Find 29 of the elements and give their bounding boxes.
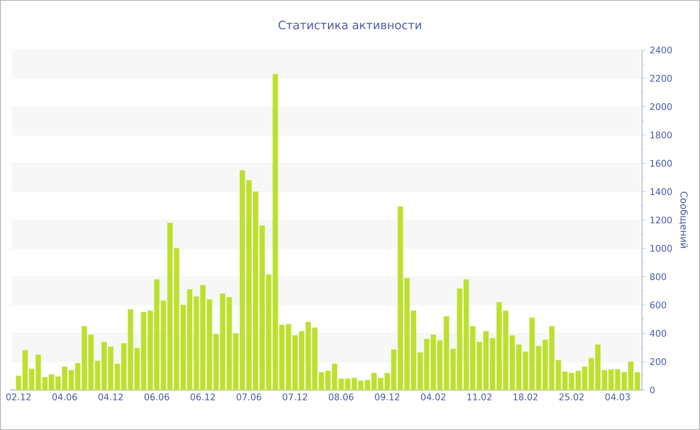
- y-tick-label: 1200: [650, 216, 672, 224]
- y-tick-label: 2000: [650, 103, 672, 110]
- y-tick-label: 2400: [650, 46, 672, 54]
- x-tick-label: 25.02: [559, 394, 584, 400]
- y-tick-label: 1000: [650, 244, 672, 252]
- y-tick-label: 0: [650, 386, 655, 394]
- y-axis-title: Сообщений: [679, 192, 688, 248]
- x-tick-label: 11.02: [468, 394, 492, 400]
- x-tick-label: 06.12: [190, 394, 215, 400]
- x-tick-label: 07.12: [282, 394, 308, 400]
- y-tick-label: 1600: [650, 160, 672, 167]
- x-tick-label: 04.12: [98, 394, 123, 400]
- y-tick-label: 2200: [650, 74, 672, 82]
- y-tick-label: 800: [650, 273, 666, 280]
- x-tick-label: 09.12: [374, 394, 400, 400]
- x-tick-label: 04.03: [605, 394, 630, 400]
- y-tick-label: 200: [650, 358, 666, 366]
- x-tick-label: 07.06: [236, 394, 262, 400]
- y-tick-label: 600: [650, 302, 666, 308]
- x-tick-label: 04.02: [421, 394, 446, 400]
- x-tick-label: 04.06: [52, 394, 77, 400]
- x-tick-label: 18.02: [514, 394, 538, 400]
- y-tick-label: 1400: [650, 188, 672, 196]
- x-tick-label: 08.06: [328, 394, 354, 400]
- x-tick-label: 06.06: [144, 394, 170, 400]
- x-tick-label: 02.12: [6, 394, 31, 400]
- y-tick-label: 1800: [650, 132, 672, 138]
- y-tick-label: 400: [650, 330, 666, 337]
- chart-title: Статистика активности: [278, 20, 422, 30]
